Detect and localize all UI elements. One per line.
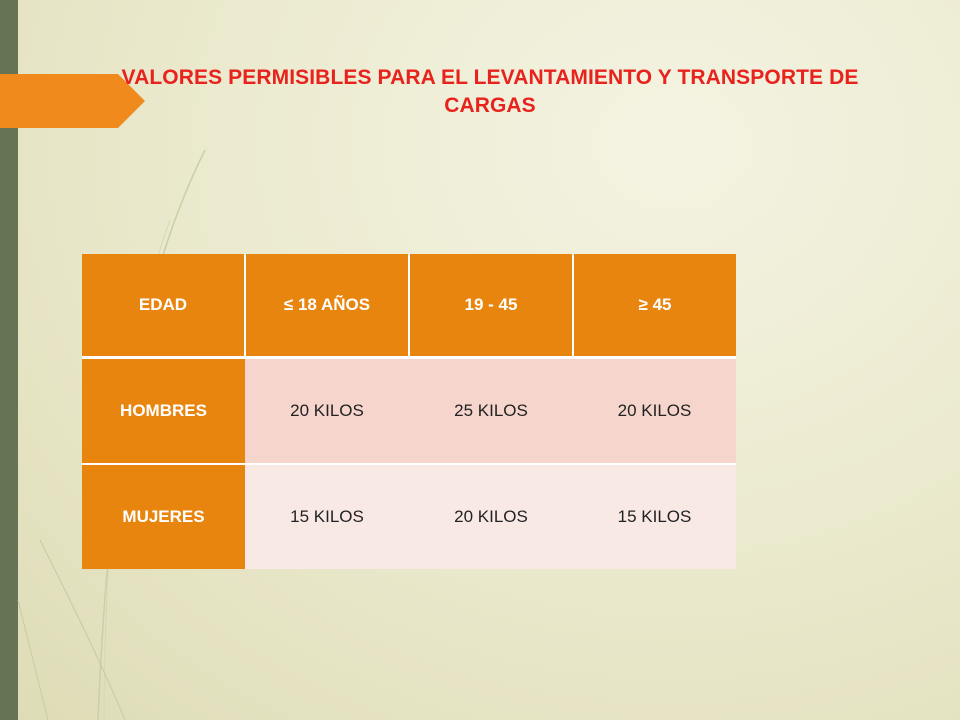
- header-cell-age: EDAD: [82, 254, 246, 359]
- header-cell-under-18: ≤ 18 AÑOS: [245, 254, 410, 359]
- title-arrow-shape: [0, 74, 145, 128]
- slide-title: VALORES PERMISIBLES PARA EL LEVANTAMIENT…: [121, 66, 859, 117]
- table-cell: 20 KILOS: [573, 357, 736, 465]
- table-row-women: MUJERES 15 KILOS 20 KILOS 15 KILOS: [82, 464, 736, 569]
- left-accent-bar: [0, 0, 18, 720]
- table-cell: 20 KILOS: [245, 357, 409, 465]
- row-label-men: HOMBRES: [82, 357, 245, 465]
- table-row-men: HOMBRES 20 KILOS 25 KILOS 20 KILOS: [82, 357, 736, 465]
- row-label-women: MUJERES: [82, 464, 245, 569]
- load-limits-table: EDAD ≤ 18 AÑOS 19 - 45 ≥ 45 HOMBRES 20 K…: [82, 254, 736, 569]
- table-cell: 15 KILOS: [573, 464, 736, 569]
- header-cell-over-45: ≥ 45: [573, 254, 736, 359]
- table-header-row: EDAD ≤ 18 AÑOS 19 - 45 ≥ 45: [82, 254, 736, 359]
- table-cell: 25 KILOS: [409, 357, 573, 465]
- header-cell-19-45: 19 - 45: [409, 254, 574, 359]
- table-cell: 15 KILOS: [245, 464, 409, 569]
- table-cell: 20 KILOS: [409, 464, 573, 569]
